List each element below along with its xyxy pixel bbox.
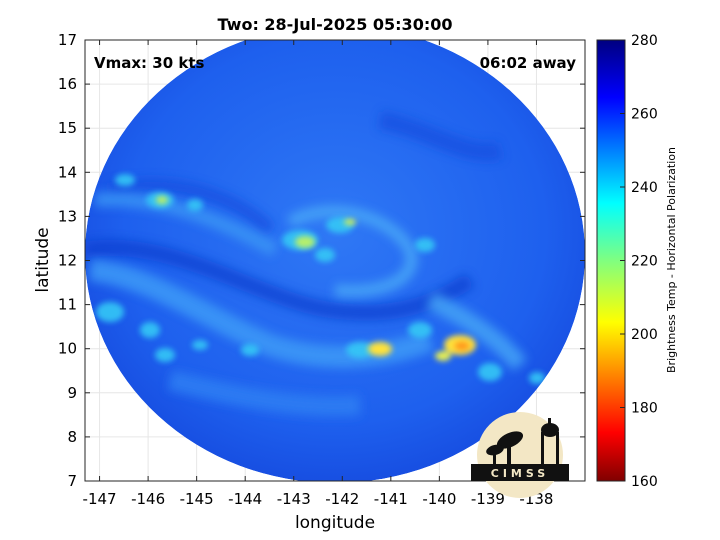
colorbar-tick-label: 240 xyxy=(631,180,658,196)
x-tick-label: -146 xyxy=(131,490,165,508)
logo-text: CIMSS xyxy=(491,467,549,480)
time-away-annotation: 06:02 away xyxy=(480,54,577,72)
x-tick-label: -144 xyxy=(228,490,262,508)
y-tick-label: 17 xyxy=(58,31,77,49)
colorbar-tick-label: 180 xyxy=(631,401,658,417)
colorbar-ticks: 160 180 200 220 240 260 280 xyxy=(620,33,658,490)
x-tick-label: -145 xyxy=(180,490,214,508)
colorbar-label: Brightness Temp - Horizontal Polarizatio… xyxy=(665,147,678,373)
y-tick-label: 14 xyxy=(58,163,77,181)
colorbar-tick-label: 280 xyxy=(631,33,658,49)
x-tick-label: -143 xyxy=(277,490,311,508)
y-tick-label: 16 xyxy=(58,75,77,93)
y-tick-label: 10 xyxy=(58,340,77,358)
x-axis-label: longitude xyxy=(295,513,375,533)
x-tick-label: -142 xyxy=(325,490,359,508)
y-axis-label: latitude xyxy=(33,227,53,292)
y-tick-label: 11 xyxy=(58,296,77,314)
y-tick-label: 15 xyxy=(58,119,77,137)
colorbar-tick-label: 260 xyxy=(631,107,658,123)
colorbar-tick-label: 220 xyxy=(631,254,658,270)
brightness-temperature-swath xyxy=(85,40,585,481)
y-tick-label: 12 xyxy=(58,252,77,270)
x-tick-label: -139 xyxy=(471,490,505,508)
colorbar: 160 180 200 220 240 260 280 Brightness Temp - … xyxy=(596,33,678,490)
y-tick-label: 8 xyxy=(67,428,77,446)
vmax-annotation: Vmax: 30 kts xyxy=(94,54,204,72)
y-tick-label: 7 xyxy=(67,472,77,490)
x-tick-label: -147 xyxy=(83,490,117,508)
x-tick-label: -140 xyxy=(422,490,456,508)
cimss-logo: CIMSS xyxy=(471,412,569,498)
colorbar-tick-label: 200 xyxy=(631,327,658,343)
figure-title: Two: 28-Jul-2025 05:30:00 xyxy=(218,15,453,34)
x-tick-label: -141 xyxy=(374,490,408,508)
y-axis-ticks: 7 8 9 10 11 12 13 14 15 16 17 xyxy=(58,31,585,490)
x-axis-ticks: -147 -146 -145 -144 -143 -142 -141 -140 -139 -138 xyxy=(83,40,553,508)
y-tick-label: 9 xyxy=(67,384,77,402)
y-tick-label: 13 xyxy=(58,207,77,225)
colorbar-tick-label: 160 xyxy=(631,474,658,490)
